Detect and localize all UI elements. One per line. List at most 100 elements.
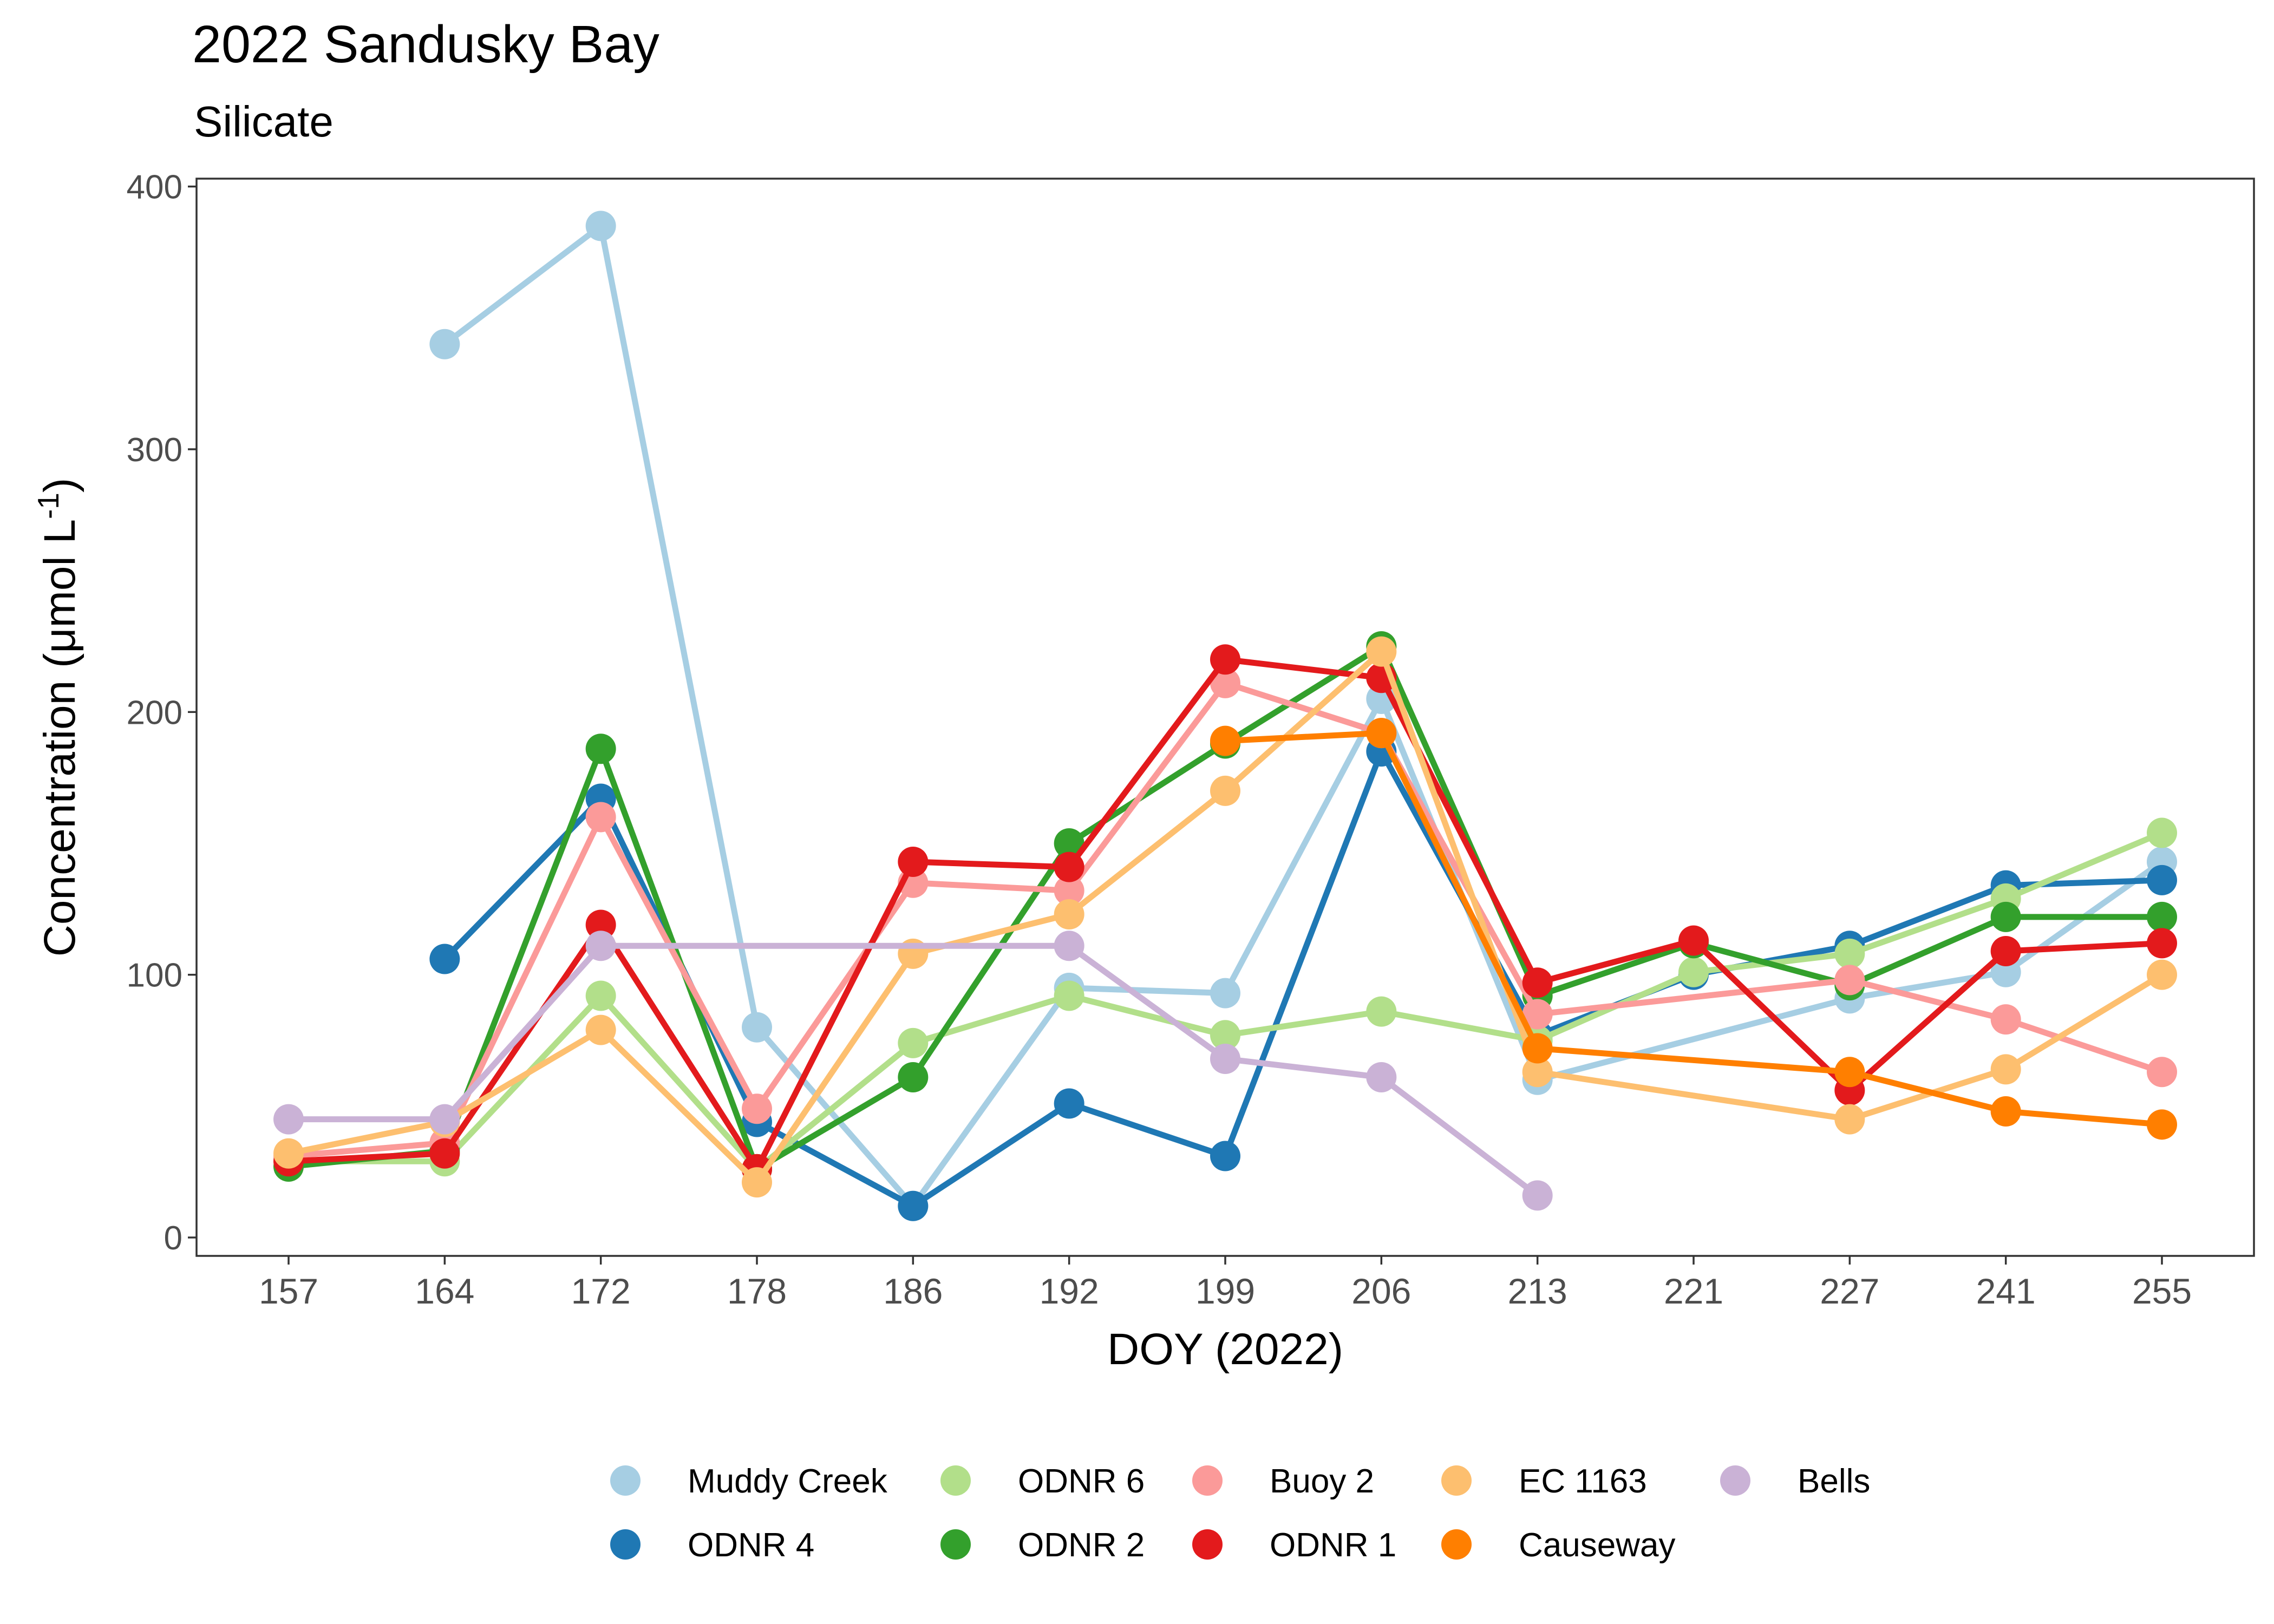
legend-label-odnr-6: ODNR 6: [1018, 1463, 1145, 1500]
x-tick-label: 255: [2132, 1271, 2192, 1311]
x-tick-label: 206: [1351, 1271, 1411, 1311]
data-point-odnr-6: [1054, 980, 1084, 1011]
data-point-ec-1163: [1834, 1104, 1865, 1135]
data-point-odnr-1: [1990, 935, 2021, 966]
data-point-odnr-2: [2147, 901, 2177, 932]
legend-label-odnr-4: ODNR 4: [688, 1527, 814, 1564]
x-tick-label: 186: [883, 1271, 943, 1311]
legend-key-bells: [1720, 1465, 1750, 1496]
data-point-buoy-2: [2147, 1057, 2177, 1088]
x-tick-label: 157: [259, 1271, 318, 1311]
data-point-ec-1163: [1990, 1054, 2021, 1085]
y-tick-label: 300: [127, 431, 182, 469]
data-point-odnr-2: [585, 734, 616, 764]
data-point-buoy-2: [1522, 999, 1553, 1030]
data-point-buoy-2: [1990, 1004, 2021, 1035]
data-point-odnr-6: [898, 1027, 929, 1058]
data-point-odnr-1: [429, 1138, 460, 1169]
data-point-ec-1163: [273, 1138, 304, 1169]
y-axis-title: Concentration (μmol L-1): [31, 478, 84, 957]
data-point-ec-1163: [1522, 1057, 1553, 1088]
legend-label-bells: Bells: [1798, 1463, 1870, 1500]
data-point-odnr-1: [898, 846, 929, 877]
data-point-odnr-4: [1210, 1141, 1240, 1171]
data-point-muddy-creek: [1990, 957, 2021, 987]
data-point-odnr-1: [1678, 925, 1709, 956]
data-point-muddy-creek: [742, 1012, 772, 1043]
data-point-odnr-1: [1054, 852, 1084, 882]
chart-subtitle: Silicate: [194, 97, 334, 146]
data-point-bells: [273, 1104, 304, 1135]
data-point-causeway: [1522, 1033, 1553, 1064]
data-point-odnr-2: [898, 1062, 929, 1092]
data-point-odnr-6: [1678, 957, 1709, 987]
legend-key-ec-1163: [1441, 1465, 1472, 1496]
y-tick-label: 100: [127, 957, 182, 994]
y-axis-title-superscript: -1: [31, 493, 65, 519]
legend-key-buoy-2: [1192, 1465, 1223, 1496]
legend-label-ec-1163: EC 1163: [1519, 1463, 1647, 1500]
legend-label-odnr-1: ODNR 1: [1270, 1527, 1396, 1564]
y-tick-label: 0: [164, 1220, 182, 1257]
series-line-odnr-4: [442, 748, 2162, 1209]
legend-key-causeway: [1441, 1529, 1472, 1560]
data-point-causeway: [2147, 1109, 2177, 1140]
series-line-ec-1163: [287, 649, 2164, 1186]
series-line-buoy-2: [288, 680, 2163, 1160]
legend-key-muddy-creek: [610, 1465, 641, 1496]
chart-title: 2022 Sandusky Bay: [192, 15, 659, 74]
data-point-muddy-creek: [585, 211, 616, 241]
data-point-odnr-4: [1054, 1088, 1084, 1119]
data-point-ec-1163: [2147, 959, 2177, 990]
x-tick-label: 199: [1195, 1271, 1255, 1311]
series-bells: [273, 931, 1553, 1211]
x-tick-label: 221: [1664, 1271, 1723, 1311]
x-axis-title: DOY (2022): [1107, 1325, 1343, 1374]
x-tick-label: 192: [1040, 1271, 1099, 1311]
data-point-ec-1163: [1210, 775, 1240, 806]
legend-key-odnr-2: [940, 1529, 971, 1560]
legend: Muddy Creek ODNR 6 Buoy 2 EC 1163 Bells ODNR …: [610, 1463, 1870, 1564]
data-point-odnr-2: [1054, 828, 1084, 859]
data-point-odnr-6: [1834, 938, 1865, 969]
data-point-ec-1163: [1054, 899, 1084, 930]
data-point-buoy-2: [742, 1093, 772, 1124]
x-tick-label: 178: [727, 1271, 787, 1311]
series-odnr-1: [273, 644, 2177, 1184]
data-point-buoy-2: [1210, 667, 1240, 698]
data-point-ec-1163: [1366, 636, 1397, 667]
legend-label-buoy-2: Buoy 2: [1270, 1463, 1374, 1500]
data-point-bells: [585, 931, 616, 961]
series-causeway: [1210, 718, 2177, 1140]
series-line-causeway: [1225, 730, 2162, 1128]
data-point-bells: [1522, 1180, 1553, 1211]
y-tick-label: 400: [127, 169, 182, 206]
data-point-odnr-4: [429, 944, 460, 974]
data-point-odnr-4: [2147, 865, 2177, 895]
x-tick-label: 227: [1820, 1271, 1879, 1311]
data-point-buoy-2: [585, 802, 616, 833]
data-point-bells: [429, 1104, 460, 1135]
data-point-bells: [1366, 1062, 1397, 1092]
data-point-bells: [1210, 1043, 1240, 1074]
data-point-ec-1163: [742, 1167, 772, 1198]
data-point-odnr-6: [585, 980, 616, 1011]
legend-label-muddy-creek: Muddy Creek: [688, 1463, 888, 1500]
data-point-causeway: [1834, 1057, 1865, 1088]
data-point-ec-1163: [585, 1014, 616, 1045]
legend-key-odnr-4: [610, 1529, 641, 1560]
data-point-odnr-1: [1210, 644, 1240, 675]
data-point-buoy-2: [1834, 965, 1865, 996]
data-point-odnr-1: [2147, 928, 2177, 959]
y-axis-title-main: Concentration (μmol L: [35, 519, 84, 957]
legend-key-odnr-1: [1192, 1529, 1223, 1560]
data-point-causeway: [1210, 725, 1240, 756]
x-tick-label: 172: [571, 1271, 631, 1311]
data-point-muddy-creek: [429, 329, 460, 359]
data-point-odnr-1: [585, 909, 616, 940]
x-tick-label: 164: [415, 1271, 474, 1311]
y-tick-label: 200: [127, 694, 182, 731]
y-axis-title-close: ): [35, 478, 84, 493]
data-point-buoy-2: [1054, 875, 1084, 906]
